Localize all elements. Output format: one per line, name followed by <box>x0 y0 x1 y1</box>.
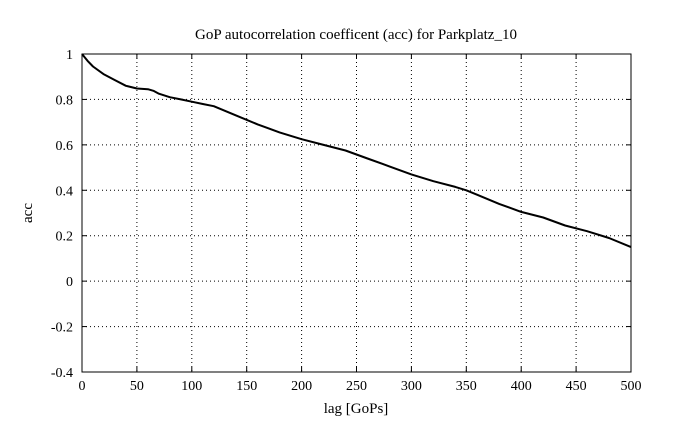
x-tick-label: 200 <box>291 379 312 394</box>
x-tick-label: 250 <box>346 379 367 394</box>
y-tick-label: 0.6 <box>56 139 74 154</box>
series-line-acc <box>81 53 632 249</box>
x-tick-label: 150 <box>236 379 257 394</box>
tick-labels: 0 50 100 150 200 250 300 350 400 450 500 -0.4 -0.2 0 0… <box>51 48 642 394</box>
x-tick-label: 100 <box>181 379 202 394</box>
plot-frame <box>81 53 632 373</box>
y-tick-label: 0.2 <box>56 230 74 245</box>
y-tick-label: 0 <box>66 275 73 290</box>
x-tick-label: 50 <box>130 379 144 394</box>
chart-title: GoP autocorrelation coefficent (acc) for… <box>195 27 517 43</box>
x-tick-label: 400 <box>511 379 532 394</box>
x-tick-label: 500 <box>621 379 642 394</box>
grid <box>82 54 631 372</box>
x-axis-label: lag [GoPs] <box>324 401 389 417</box>
ticks <box>81 53 632 373</box>
y-tick-label: -0.2 <box>51 321 73 336</box>
series-group <box>81 53 632 249</box>
x-tick-label: 350 <box>456 379 477 394</box>
x-tick-label: 450 <box>566 379 587 394</box>
y-tick-label: -0.4 <box>51 366 73 381</box>
y-axis-label: acc <box>20 203 36 223</box>
y-tick-label: 0.4 <box>56 184 74 199</box>
y-tick-label: 1 <box>66 48 73 63</box>
x-tick-label: 0 <box>79 379 86 394</box>
x-tick-label: 300 <box>401 379 422 394</box>
y-tick-label: 0.8 <box>56 93 74 108</box>
